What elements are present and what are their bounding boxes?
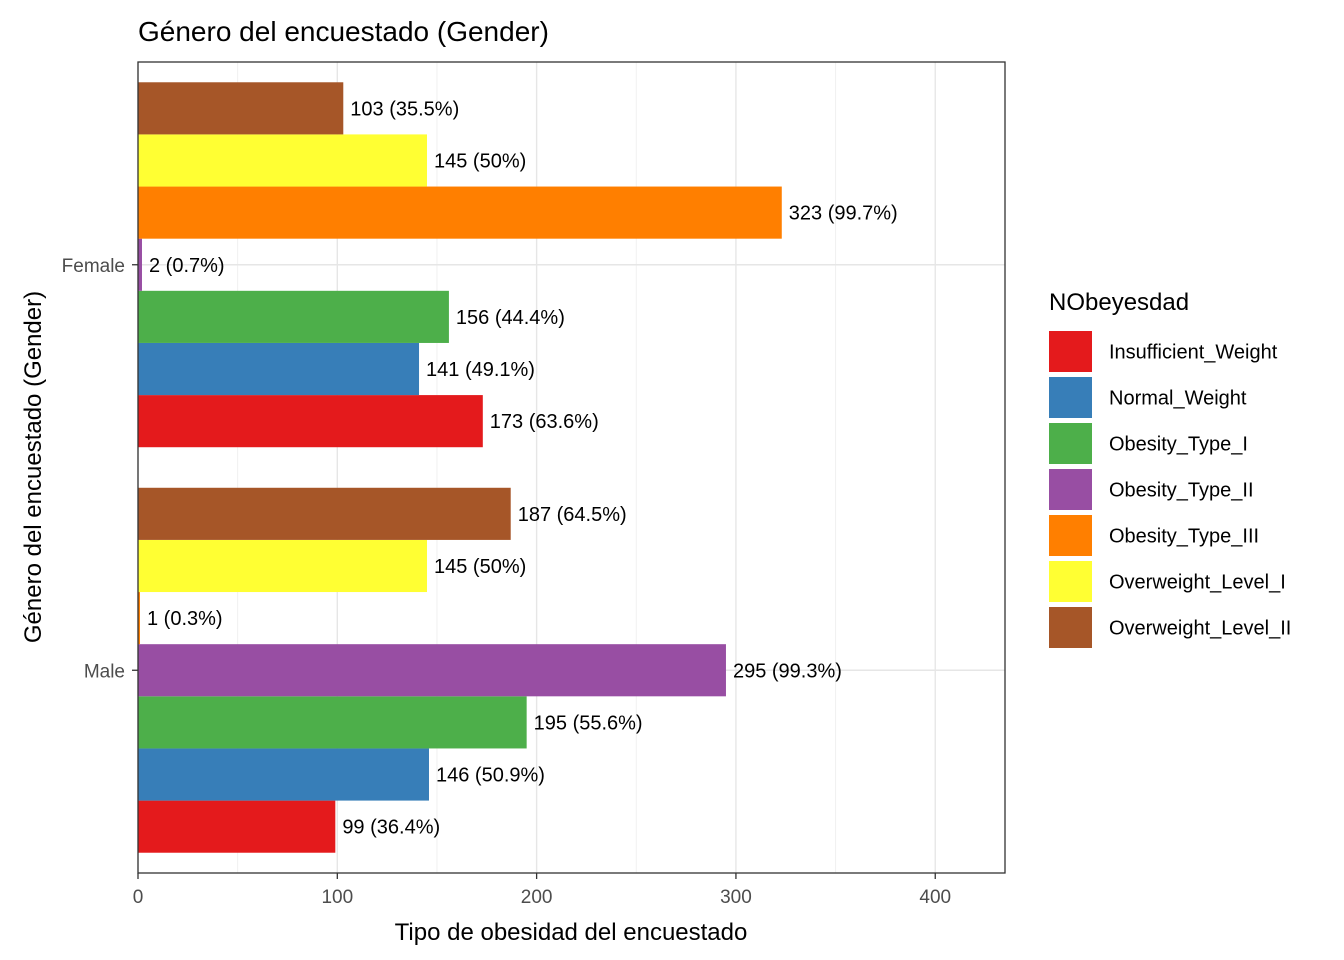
bar-label: 145 (50%) [434, 556, 526, 578]
legend-key [1049, 607, 1092, 648]
bar [138, 748, 429, 801]
legend-label: Overweight_Level_II [1109, 618, 1291, 640]
y-tick-label: Male [84, 661, 125, 682]
bar [138, 487, 511, 540]
legend-label: Normal_Weight [1109, 388, 1247, 410]
bar [138, 395, 483, 448]
y-tick-label: Female [62, 256, 125, 277]
chart-title: Género del encuestado (Gender) [138, 16, 549, 47]
plot-border [137, 61, 1006, 874]
bar-label: 1 (0.3%) [147, 608, 223, 630]
bar-label: 145 (50%) [434, 150, 526, 172]
bar-label: 156 (44.4%) [456, 307, 565, 329]
x-tick-label: 400 [919, 887, 951, 908]
bar [138, 342, 420, 396]
bar-label: 99 (36.4%) [342, 817, 440, 839]
y-axis: Male Female [62, 256, 138, 682]
bar-label: 173 (63.6%) [490, 411, 599, 433]
legend-label: Obesity_Type_I [1109, 434, 1248, 456]
bar [138, 592, 140, 645]
legend-key [1049, 377, 1092, 418]
bar-label: 103 (35.5%) [350, 98, 459, 120]
x-tick-label: 300 [720, 887, 752, 908]
legend-key [1049, 331, 1092, 372]
y-axis-label: Género del encuestado (Gender) [20, 291, 47, 643]
bar [138, 82, 344, 135]
bar [138, 696, 527, 749]
bar-label: 295 (99.3%) [733, 660, 842, 682]
bar-label: 187 (64.5%) [518, 504, 627, 526]
x-tick-label: 100 [321, 887, 353, 908]
legend-items: Insufficient_Weight Normal_Weight Obesity_… [1049, 331, 1291, 648]
bar-labels: 99 (36.4%) 146 (50.9%) 195 (55.6%) 295 (99.… [147, 98, 898, 838]
bar [138, 290, 449, 343]
legend-label: Obesity_Type_II [1109, 480, 1254, 502]
bar [138, 186, 782, 239]
bar-label: 141 (49.1%) [426, 359, 535, 381]
bar-label: 2 (0.7%) [149, 255, 225, 277]
x-tick-label: 200 [521, 887, 553, 908]
bar [138, 800, 336, 853]
legend-key [1049, 469, 1092, 510]
bar [138, 134, 427, 187]
x-axis-label: Tipo de obesidad del encuestado [395, 919, 748, 946]
legend: NObeyesdad Insufficient_Weight Normal_Wei… [1049, 289, 1291, 648]
legend-key [1049, 423, 1092, 464]
bars [138, 82, 782, 853]
bar-label: 195 (55.6%) [534, 712, 643, 734]
legend-label: Obesity_Type_III [1109, 526, 1259, 548]
legend-label: Overweight_Level_I [1109, 572, 1286, 594]
bar-label: 323 (99.7%) [789, 203, 898, 225]
legend-key [1049, 561, 1092, 602]
legend-label: Insufficient_Weight [1109, 342, 1278, 364]
bar [138, 238, 142, 291]
x-tick-label: 0 [133, 887, 144, 908]
legend-key [1049, 515, 1092, 556]
x-axis: 0 100 200 300 400 [133, 873, 951, 908]
legend-title: NObeyesdad [1049, 289, 1189, 316]
bar [138, 644, 726, 697]
bar-label: 146 (50.9%) [436, 765, 545, 787]
bar [138, 539, 427, 593]
